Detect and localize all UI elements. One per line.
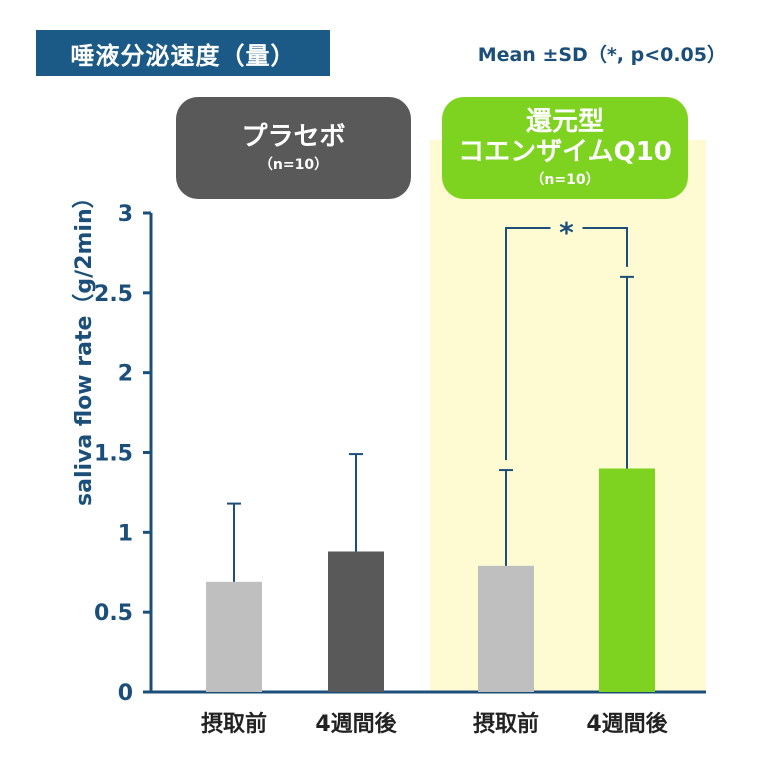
coq10-group-label: 還元型 コエンザイムQ10 （n=10） bbox=[442, 97, 688, 199]
bar bbox=[206, 581, 262, 692]
significance-marker: * bbox=[559, 216, 574, 249]
y-tick-label: 2 bbox=[118, 362, 133, 387]
y-tick-label: 0 bbox=[118, 681, 133, 706]
coq10-group-name-line1: 還元型 bbox=[525, 107, 604, 137]
y-tick-label: 1 bbox=[118, 521, 133, 546]
chart-title-badge: 唾液分泌速度（量） bbox=[36, 30, 330, 76]
bar bbox=[328, 551, 384, 692]
placebo-group-n: （n=10） bbox=[258, 157, 329, 173]
x-tick-label: 4週間後 bbox=[315, 711, 397, 737]
placebo-group-name: プラセボ bbox=[241, 122, 346, 152]
y-tick-label: 3 bbox=[118, 202, 133, 227]
placebo-group-label: プラセボ （n=10） bbox=[176, 97, 411, 199]
bar bbox=[599, 468, 655, 692]
coq10-group-name-line2: コエンザイムQ10 bbox=[458, 137, 672, 167]
y-tick-label: 2.5 bbox=[94, 282, 133, 307]
significance-bracket-left bbox=[505, 227, 551, 461]
y-tick-label: 1.5 bbox=[94, 442, 133, 467]
significance-bracket-right bbox=[582, 227, 628, 267]
x-tick-label: 摂取前 bbox=[201, 711, 267, 737]
bar bbox=[478, 565, 534, 692]
stats-note: Mean ±SD（*, p<0.05） bbox=[477, 44, 726, 66]
x-tick-label: 摂取前 bbox=[473, 711, 539, 737]
y-tick-label: 0.5 bbox=[94, 601, 133, 626]
y-axis-label: saliva flow rate（g/2min） bbox=[72, 186, 97, 506]
coq10-group-n: （n=10） bbox=[530, 172, 600, 188]
x-tick-label: 4週間後 bbox=[586, 711, 668, 737]
coq10-highlight-band bbox=[430, 140, 706, 693]
